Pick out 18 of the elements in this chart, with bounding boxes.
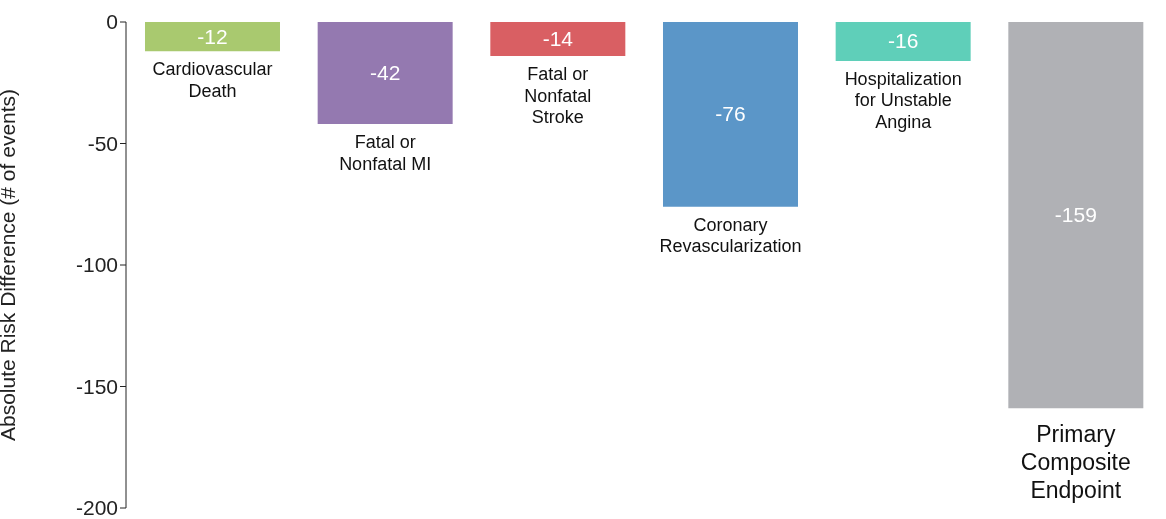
data-label: -16 <box>887 29 919 53</box>
x-tick-label: Fatal or Nonfatal MI <box>339 132 432 174</box>
data-label: -76 <box>715 102 746 126</box>
y-tick-label: -200 <box>75 496 118 519</box>
y-axis-title: Absolute Risk Difference (# of events) <box>0 88 20 442</box>
data-label: -12 <box>197 24 228 48</box>
y-tick-label: -100 <box>75 253 118 277</box>
y-tick-label: 0 <box>106 10 118 34</box>
x-tick-label: Fatal or Nonfatal Stroke <box>524 64 592 128</box>
data-label: -42 <box>369 61 401 85</box>
y-tick-label: -50 <box>87 131 118 155</box>
x-tick-label: Primary Composite Endpoint <box>1020 421 1131 503</box>
x-tick-label: Coronary Revascularization <box>659 214 802 257</box>
x-tick-label: Cardiovascular Death <box>152 59 273 101</box>
data-label: -14 <box>542 27 574 51</box>
x-tick-label: Hospitalization for Unstable Angina <box>844 68 962 133</box>
y-tick-label: -150 <box>75 374 118 398</box>
data-label: -159 <box>1054 203 1097 227</box>
